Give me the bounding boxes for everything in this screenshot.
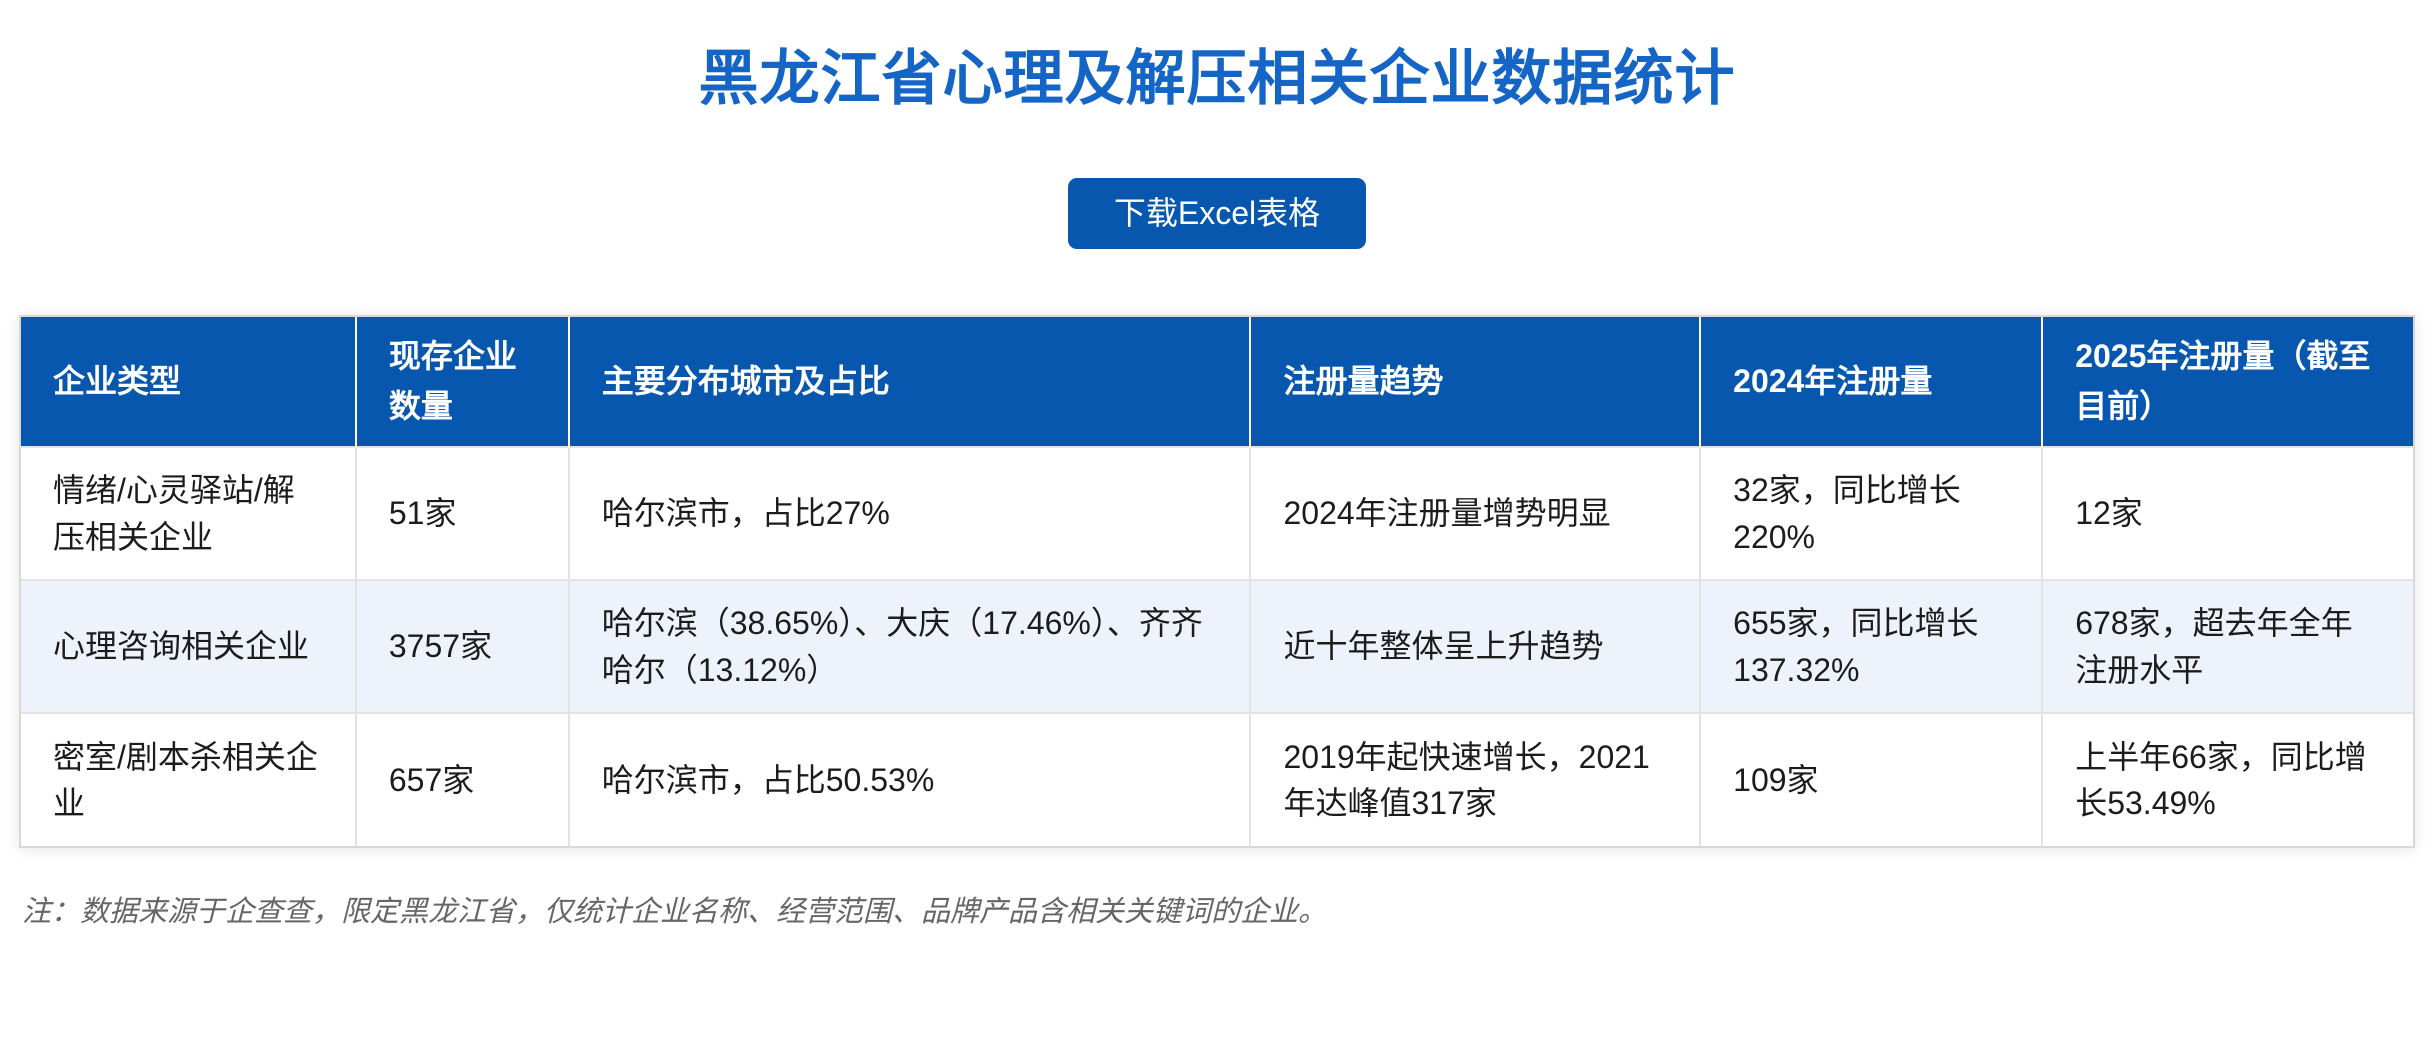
table-cell: 51家 xyxy=(355,446,570,581)
page-title: 黑龙江省心理及解压相关企业数据统计 xyxy=(698,45,1736,112)
header-cell-enterprise-type: 企业类型 xyxy=(21,317,357,448)
table-cell: 655家，同比增长137.32% xyxy=(1700,579,2044,714)
table-cell: 哈尔滨（38.65%）、大庆（17.46%）、齐齐哈尔（13.12%） xyxy=(568,579,1252,714)
table-cell: 2019年起快速增长，2021年达峰值317家 xyxy=(1250,712,1702,847)
table-cell: 109家 xyxy=(1700,712,2044,847)
table-row: 密室/剧本杀相关企业 657家 哈尔滨市，占比50.53% 2019年起快速增长… xyxy=(21,712,2413,847)
table-cell: 情绪/心灵驿站/解压相关企业 xyxy=(21,446,357,581)
header-cell-existing-count: 现存企业数量 xyxy=(355,317,570,448)
table-cell: 密室/剧本杀相关企业 xyxy=(21,712,357,847)
table-cell: 哈尔滨市，占比27% xyxy=(568,446,1252,581)
header-cell-2024-registrations: 2024年注册量 xyxy=(1700,317,2044,448)
header-cell-city-distribution: 主要分布城市及占比 xyxy=(568,317,1252,448)
table-cell: 上半年66家，同比增长53.49% xyxy=(2042,712,2413,847)
table-cell: 心理咨询相关企业 xyxy=(21,579,357,714)
table-row: 心理咨询相关企业 3757家 哈尔滨（38.65%）、大庆（17.46%）、齐齐… xyxy=(21,579,2413,714)
footnote: 注：数据来源于企查查，限定黑龙江省，仅统计企业名称、经营范围、品牌产品含相关关键… xyxy=(22,896,1328,929)
table-row: 情绪/心灵驿站/解压相关企业 51家 哈尔滨市，占比27% 2024年注册量增势… xyxy=(21,446,2413,581)
header-cell-2025-registrations: 2025年注册量（截至目前） xyxy=(2042,317,2413,448)
download-excel-button[interactable]: 下载Excel表格 xyxy=(1067,178,1367,250)
table-cell: 2024年注册量增势明显 xyxy=(1250,446,1702,581)
button-row: 下载Excel表格 xyxy=(0,178,2434,250)
table-cell: 678家，超去年全年注册水平 xyxy=(2042,579,2413,714)
table-cell: 32家，同比增长220% xyxy=(1700,446,2044,581)
table-cell: 657家 xyxy=(355,712,570,847)
table-header-row: 企业类型 现存企业数量 主要分布城市及占比 注册量趋势 2024年注册量 202… xyxy=(21,317,2413,448)
page: { "page": { "title": "黑龙江省心理及解压相关企业数据统计"… xyxy=(0,46,2434,1056)
statistics-table: 企业类型 现存企业数量 主要分布城市及占比 注册量趋势 2024年注册量 202… xyxy=(19,315,2415,849)
header-cell-registration-trend: 注册量趋势 xyxy=(1250,317,1702,448)
table-cell: 近十年整体呈上升趋势 xyxy=(1250,579,1702,714)
table-cell: 12家 xyxy=(2042,446,2413,581)
table-cell: 3757家 xyxy=(355,579,570,714)
table-cell: 哈尔滨市，占比50.53% xyxy=(568,712,1252,847)
